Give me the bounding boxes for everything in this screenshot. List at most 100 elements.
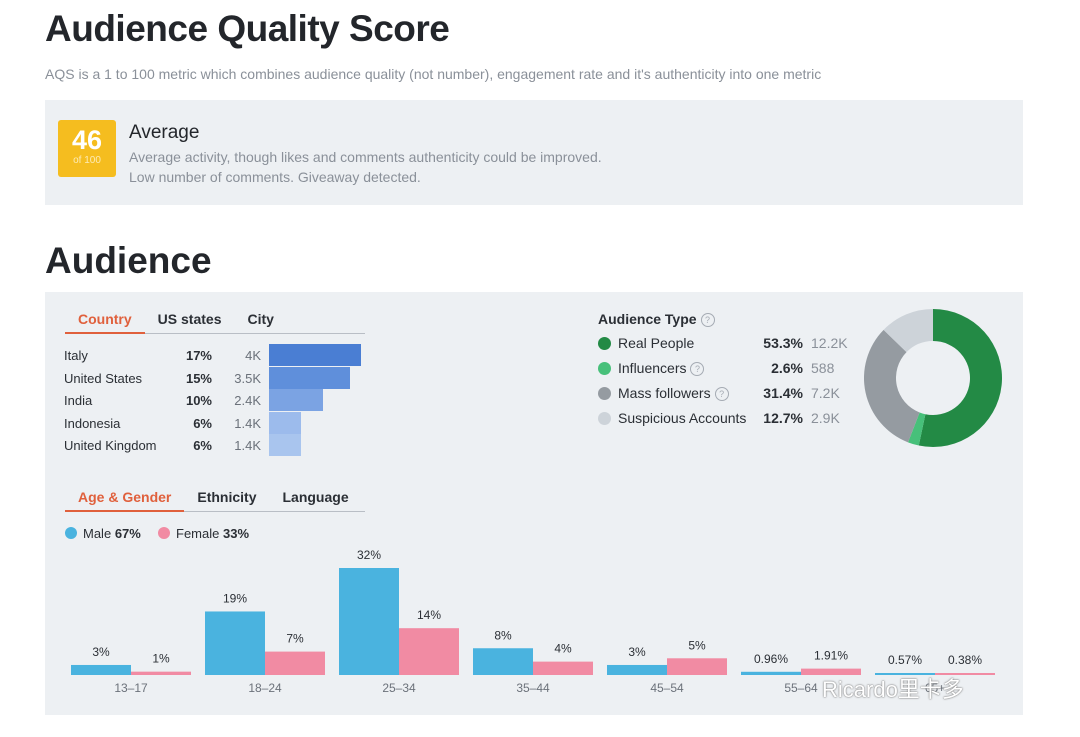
bar-value-label: 1.91% xyxy=(814,649,848,663)
help-icon[interactable]: ? xyxy=(690,362,705,377)
male-label: Male xyxy=(83,526,112,541)
bar-value-label: 8% xyxy=(494,628,512,642)
bar-value-label: 3% xyxy=(92,645,110,659)
tab-ethnicity[interactable]: Ethnicity xyxy=(197,489,257,505)
country-count: 1.4K xyxy=(234,438,261,454)
bar-female xyxy=(935,673,995,675)
audience-type-label: Audience Type xyxy=(598,311,697,327)
help-icon[interactable]: ? xyxy=(700,313,715,328)
bar-value-label: 4% xyxy=(554,642,572,656)
score-desc-line-2: Low number of comments. Giveaway detecte… xyxy=(129,169,421,185)
country-pct: 6% xyxy=(193,438,212,454)
bar-male xyxy=(71,664,131,675)
aqs-panel: 46 of 100 Average Average activity, thou… xyxy=(45,100,1023,205)
country-count: 3.5K xyxy=(234,370,261,386)
bar-male xyxy=(473,648,533,675)
tab-city[interactable]: City xyxy=(247,311,274,327)
audience-type-row: Influencers? 2.6% 588 xyxy=(598,359,858,379)
score-rating: Average xyxy=(129,122,200,143)
age-tick-label: 35–44 xyxy=(516,681,550,695)
country-bar xyxy=(269,389,323,412)
bar-value-label: 19% xyxy=(223,591,247,605)
age-tick-label: 13–17 xyxy=(114,681,148,695)
age-tick-label: 18–24 xyxy=(248,681,282,695)
tab-language[interactable]: Language xyxy=(282,489,349,505)
age-gender-chart: 3% 1% 13–17 19% 7% 18–24 32% 14% 25–34 8% 4% 35–44 3… xyxy=(71,548,995,695)
country-name: Indonesia xyxy=(64,415,121,431)
bar-value-label: 7% xyxy=(286,632,304,646)
age-tick-label: 45–54 xyxy=(650,681,684,695)
age-tick-label: 65+ xyxy=(925,681,945,695)
tab-us-states[interactable]: US states xyxy=(157,311,222,327)
audience-type-row: Suspicious Accounts 12.7% 2.9K xyxy=(598,409,858,429)
audience-type-dot xyxy=(598,412,611,425)
country-row: India 10% 2.4K xyxy=(64,389,344,412)
male-pct: 67% xyxy=(114,526,141,541)
bar-value-label: 3% xyxy=(628,645,646,659)
audience-type-count: 588 xyxy=(811,360,835,376)
bar-value-label: 0.38% xyxy=(948,653,982,667)
country-pct: 6% xyxy=(193,415,212,431)
country-pct: 15% xyxy=(185,370,212,386)
audience-type-pct: 2.6% xyxy=(771,360,803,376)
audience-type-count: 7.2K xyxy=(811,385,840,401)
audience-type-donut xyxy=(864,309,1002,447)
legend-female: Female 33% xyxy=(158,526,249,541)
country-pct: 10% xyxy=(185,393,212,409)
bar-male xyxy=(205,611,265,675)
legend-male: Male 67% xyxy=(65,526,141,541)
page-title: Audience Quality Score xyxy=(45,8,450,49)
country-count: 4K xyxy=(245,348,261,363)
tab-country[interactable]: Country xyxy=(65,311,145,334)
audience-type-label: Real People xyxy=(618,335,695,351)
audience-type-label: Influencers? xyxy=(618,360,705,377)
score-value: 46 xyxy=(71,125,103,155)
bar-value-label: 32% xyxy=(357,548,381,562)
country-bar xyxy=(269,411,301,434)
bar-value-label: 0.96% xyxy=(754,652,788,666)
audience-type-pct: 31.4% xyxy=(763,385,803,401)
country-pct: 17% xyxy=(185,348,212,363)
age-tick-label: 55–64 xyxy=(784,681,818,695)
bar-female xyxy=(399,628,459,675)
country-row: Indonesia 6% 1.4K xyxy=(64,411,344,434)
donut-slice xyxy=(908,412,926,446)
donut-slice xyxy=(918,309,1002,447)
bar-female xyxy=(667,658,727,675)
bar-female xyxy=(533,661,593,675)
score-desc-line-1: Average activity, though likes and comme… xyxy=(129,149,602,165)
female-pct: 33% xyxy=(222,526,250,541)
male-dot xyxy=(65,527,77,539)
location-tabs: Country US states City xyxy=(65,311,365,334)
tab-age-gender[interactable]: Age & Gender xyxy=(65,489,185,512)
audience-type-count: 12.2K xyxy=(811,335,848,351)
audience-type-pct: 53.3% xyxy=(763,335,803,351)
age-tick-label: 25–34 xyxy=(382,681,416,695)
country-row: Italy 17% 4K xyxy=(64,344,361,366)
watermark: Ricardo里卡多 xyxy=(822,677,964,702)
country-name: United Kingdom xyxy=(64,438,157,454)
country-name: India xyxy=(64,393,93,409)
country-count: 1.4K xyxy=(234,415,261,431)
country-name: United States xyxy=(64,370,143,386)
country-row: United Kingdom 6% 1.4K xyxy=(64,434,344,457)
bar-value-label: 1% xyxy=(152,652,170,666)
bar-value-label: 5% xyxy=(688,638,706,652)
bar-female xyxy=(131,671,191,675)
audience-type-count: 2.9K xyxy=(811,410,840,426)
country-bar xyxy=(269,344,361,366)
donut-slice xyxy=(864,329,920,443)
audience-type-dot xyxy=(598,362,611,375)
audience-type-title: Audience Type? xyxy=(598,311,715,328)
score-badge: 46 of 100 xyxy=(58,120,116,177)
country-row: United States 15% 3.5K xyxy=(64,366,350,389)
bar-male xyxy=(875,673,935,675)
help-icon[interactable]: ? xyxy=(714,387,729,402)
donut-slice xyxy=(883,309,933,353)
audience-type-row: Real People 53.3% 12.2K xyxy=(598,334,858,354)
bar-value-label: 0.57% xyxy=(888,653,922,667)
audience-type-pct: 12.7% xyxy=(763,410,803,426)
bar-value-label: 14% xyxy=(417,608,441,622)
country-bar xyxy=(269,434,301,457)
country-name: Italy xyxy=(64,348,88,363)
